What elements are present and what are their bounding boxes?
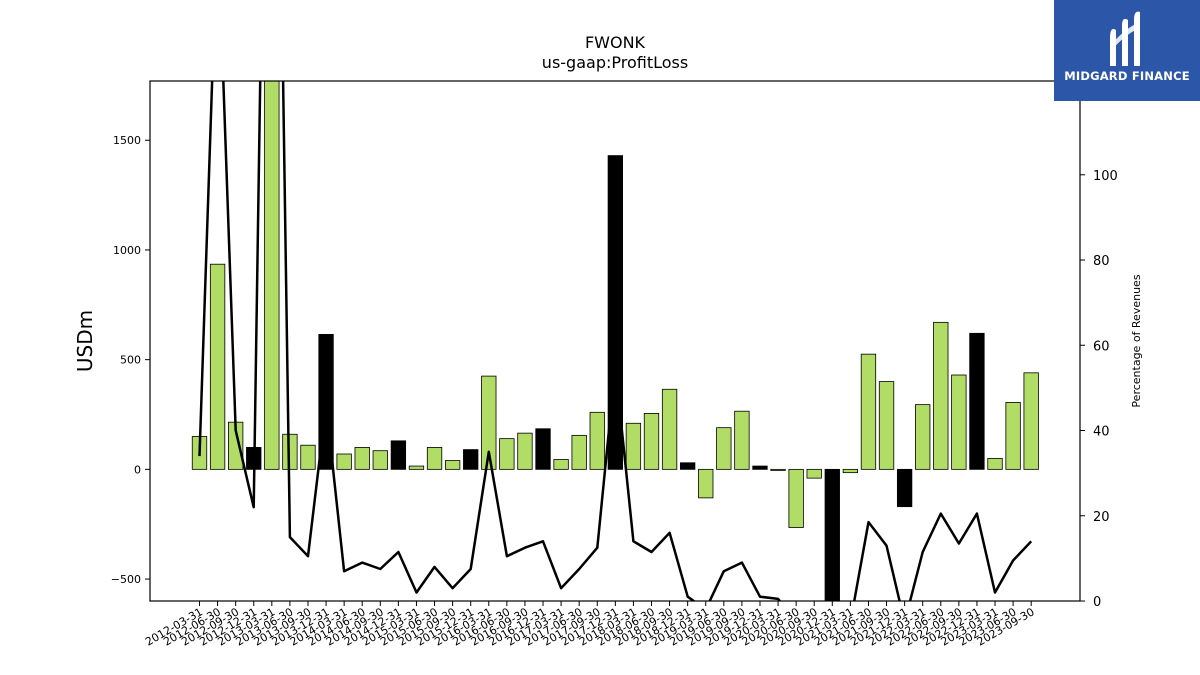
bar-2016-06-30 <box>499 438 515 470</box>
bar-2022-12-31 <box>969 332 985 470</box>
bar-2018-03-31 <box>625 422 642 470</box>
midgard-finance-logo: MIDGARD FINANCE <box>1054 0 1200 101</box>
bar-2015-03-31 <box>408 465 425 470</box>
bar-2013-09-30 <box>300 444 316 470</box>
bar-2019-12-31 <box>752 465 768 470</box>
bar-2021-09-30 <box>878 381 895 470</box>
y-tick-label: 1500 <box>113 134 141 147</box>
bar-2020-09-30 <box>806 468 822 479</box>
bar-2015-09-30 <box>444 460 461 470</box>
bar-2020-12-31 <box>824 468 840 601</box>
bar-2022-06-30 <box>933 321 949 470</box>
bar-2021-03-31 <box>842 468 859 474</box>
y-tick-label: 0 <box>134 463 141 476</box>
chart-subtitle: us-gaap:ProfitLoss <box>541 53 689 72</box>
bar-2014-09-30 <box>372 450 388 470</box>
bar-2016-09-30 <box>517 432 533 470</box>
bar-2019-09-30 <box>734 410 750 470</box>
bar-2023-03-31 <box>987 457 1003 470</box>
bar-2012-06-30 <box>209 263 226 470</box>
y2-tick-label: 0 <box>1093 595 1101 610</box>
bar-2017-09-30 <box>589 411 605 470</box>
bar-2021-06-30 <box>860 353 877 470</box>
bar-2020-03-31 <box>770 468 786 471</box>
bar-2021-12-31 <box>896 468 913 508</box>
percentage-line <box>198 81 1033 601</box>
bar-2013-03-31 <box>264 81 280 470</box>
bar-2014-12-31 <box>390 440 407 470</box>
y-tick-label: 500 <box>120 354 141 367</box>
bar-2023-06-30 <box>1005 402 1021 470</box>
y-tick-label: −500 <box>111 573 141 586</box>
y2-axis-label: Percentage of Revenues <box>1130 274 1143 407</box>
y2-tick-label: 80 <box>1093 254 1110 269</box>
y2-tick-label: 40 <box>1093 425 1110 440</box>
bar-2018-06-30 <box>643 413 660 470</box>
bar-2017-03-31 <box>553 459 569 470</box>
midgard-logo-icon <box>1110 11 1140 66</box>
bar-2023-09-30 <box>1023 372 1039 470</box>
bar-2019-03-31 <box>698 468 714 499</box>
plot-area <box>191 81 1039 601</box>
y2-tick-label: 60 <box>1093 339 1110 354</box>
bar-2016-03-31 <box>481 375 497 470</box>
bar-2015-12-31 <box>463 449 479 470</box>
bar-2022-09-30 <box>951 374 967 470</box>
bar-2017-06-30 <box>571 434 587 470</box>
bar-2014-03-31 <box>336 453 352 470</box>
bar-2014-06-30 <box>354 447 370 470</box>
chart-title: FWONK <box>584 33 646 52</box>
y2-tick-label: 100 <box>1093 169 1118 184</box>
y2-tick-label: 20 <box>1093 510 1110 525</box>
bar-2016-12-31 <box>535 428 551 470</box>
y-axis-label: USDm <box>73 310 97 372</box>
bar-2020-06-30 <box>788 468 804 528</box>
logo-text: MIDGARD FINANCE <box>1064 69 1190 83</box>
bar-2022-03-31 <box>915 404 931 470</box>
bar-2015-06-30 <box>426 447 443 470</box>
y-tick-label: 1000 <box>113 244 141 257</box>
bar-2019-06-30 <box>716 427 732 470</box>
bar-2018-09-30 <box>661 388 678 470</box>
bar-2018-12-31 <box>680 462 696 470</box>
